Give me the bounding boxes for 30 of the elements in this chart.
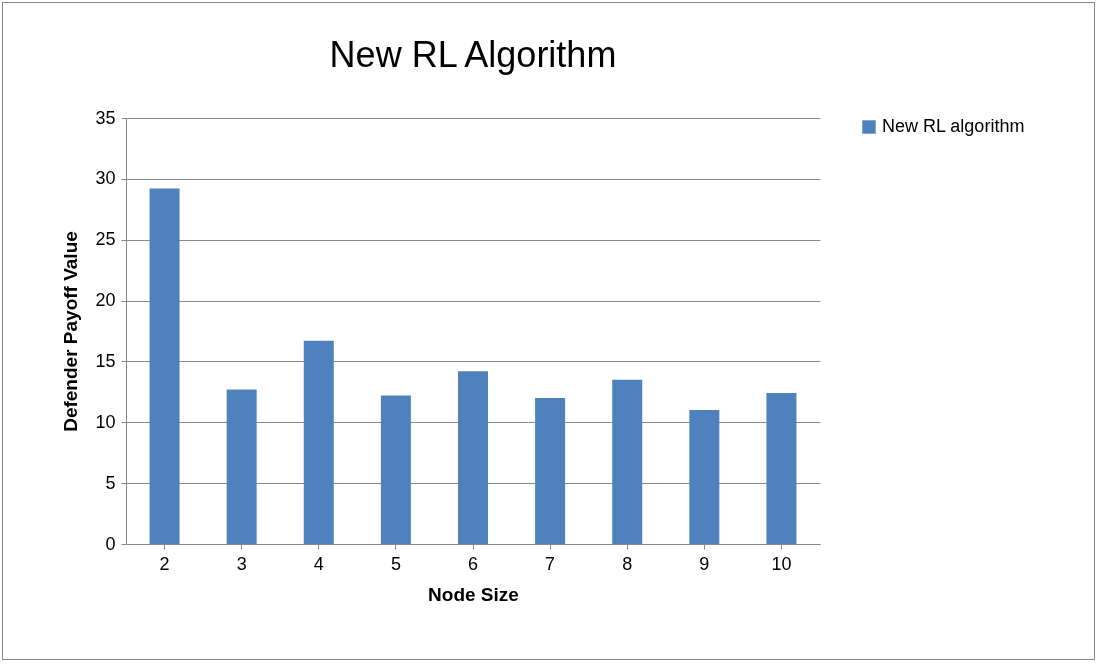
bar [458,371,488,544]
y-tick-label: 10 [95,411,116,432]
bar [766,393,797,544]
x-tick-label: 5 [390,553,401,574]
y-tick-label: 20 [95,290,116,311]
y-axis-title: Defender Payoff Value [60,231,82,432]
y-tick-label: 25 [95,229,116,250]
legend-label: New RL algorithm [882,116,1025,136]
bar [380,395,411,544]
x-axis-title: Node Size [428,583,519,605]
x-tick-label: 10 [771,553,792,574]
x-tick-label: 8 [622,553,633,574]
bar [303,340,334,544]
chart-title: New RL Algorithm [329,34,617,75]
bar [149,188,180,544]
x-tick-label: 2 [159,553,170,574]
y-tick-label: 0 [105,533,116,554]
y-tick-label: 30 [95,168,116,189]
y-tick-label: 15 [95,350,116,371]
x-tick-label: 9 [699,553,710,574]
bar [612,379,643,544]
bar [689,410,720,544]
x-tick-label: 7 [545,553,556,574]
x-tick-label: 3 [236,553,247,574]
x-tick-label: 4 [313,553,324,574]
x-tick-label: 6 [467,553,479,574]
bar [226,389,257,544]
y-tick-label: 35 [95,107,116,128]
y-tick-label: 5 [105,472,116,493]
bar [535,397,566,544]
